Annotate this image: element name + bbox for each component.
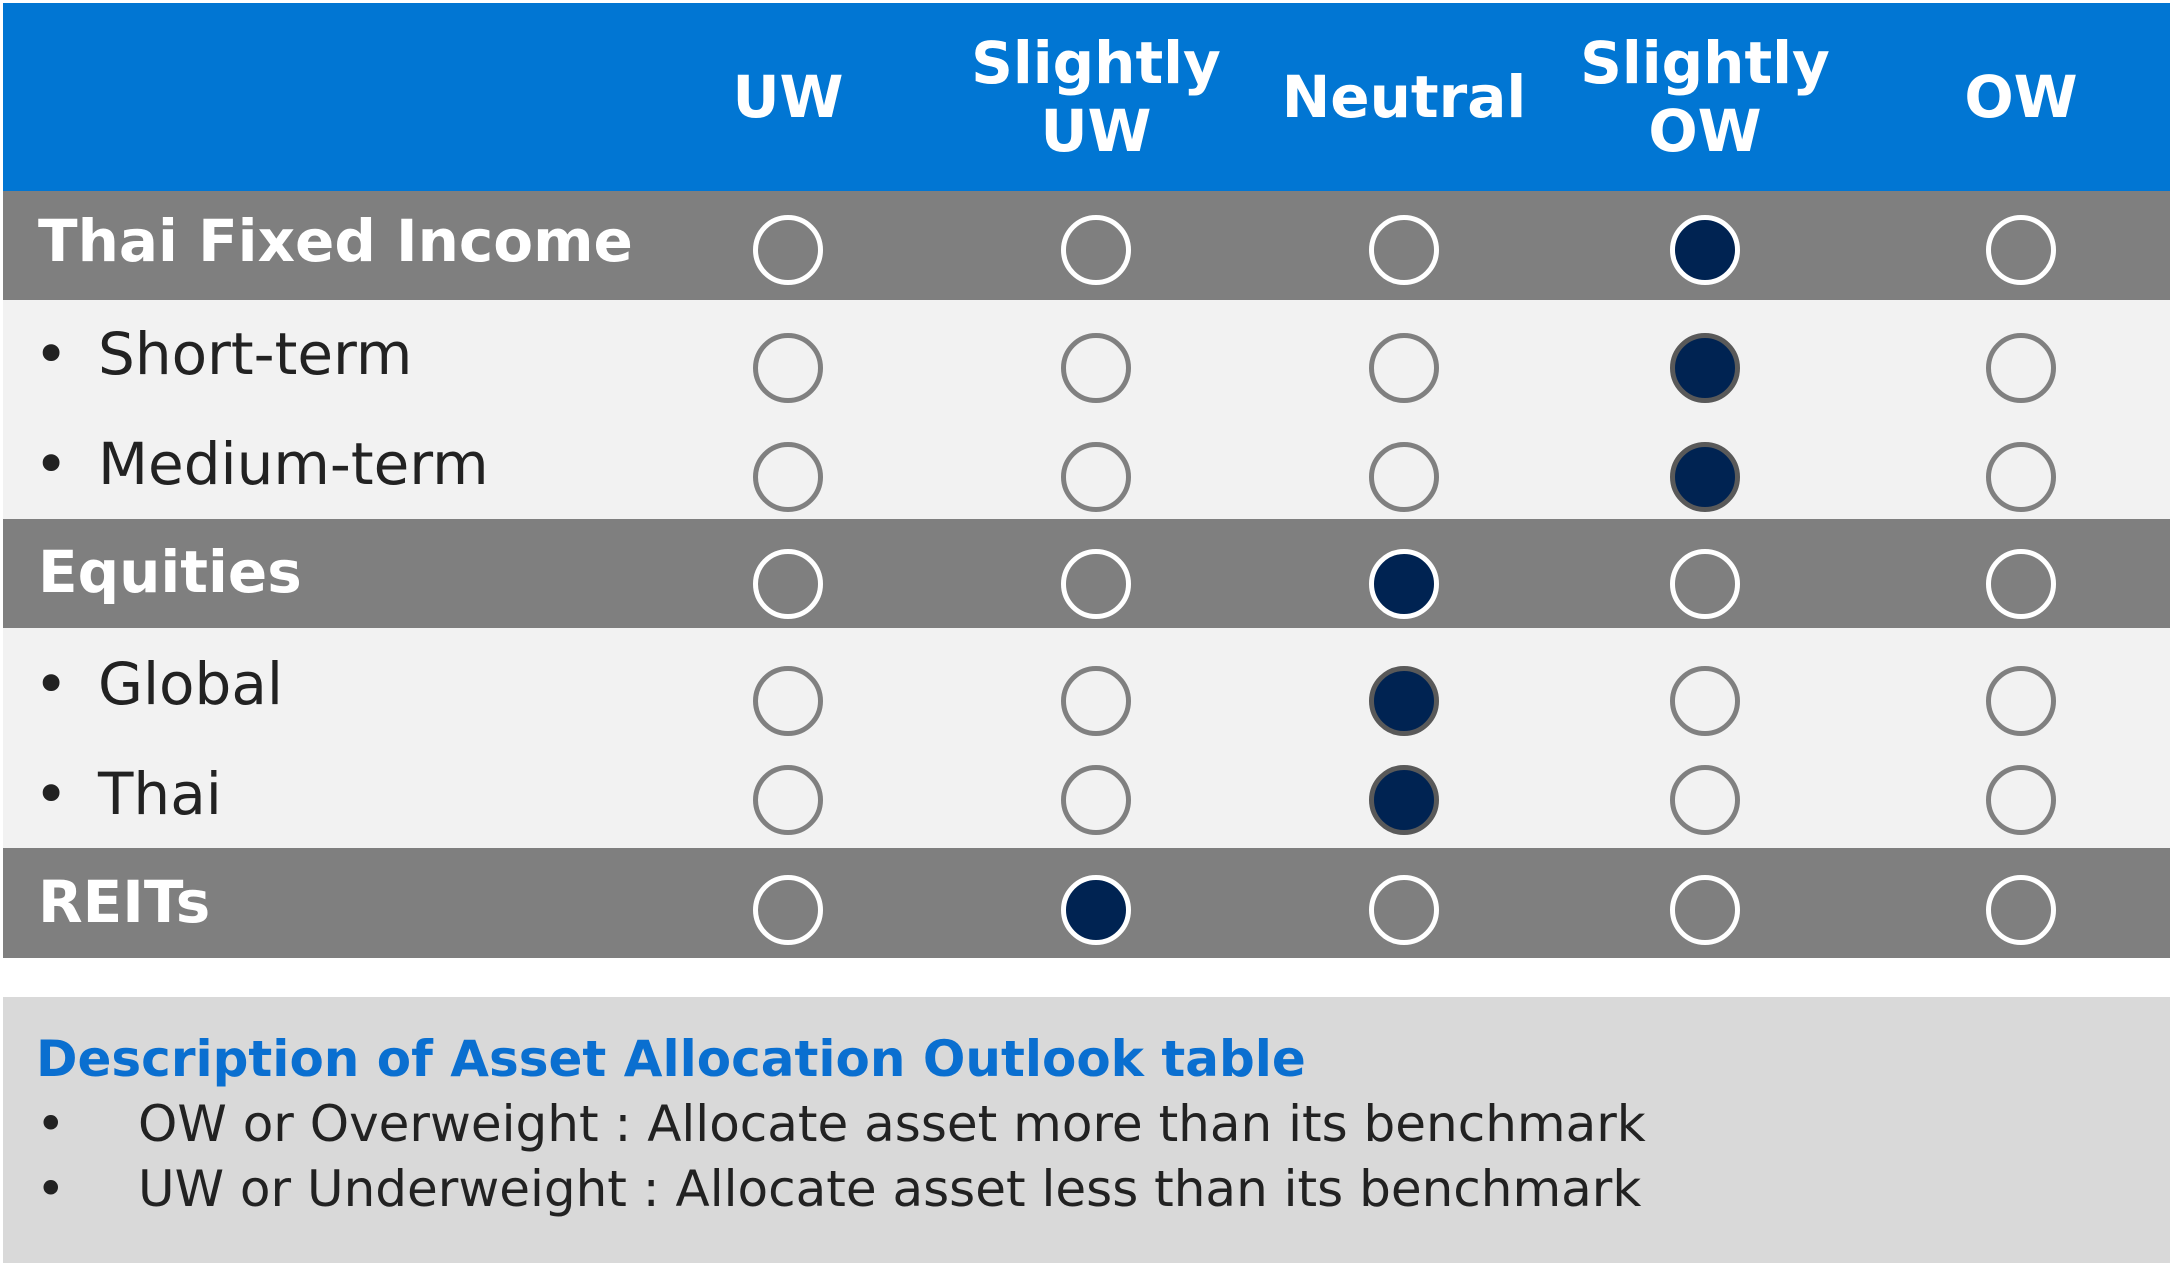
empty-circle-icon	[1986, 442, 2056, 512]
filled-circle-icon	[1061, 875, 1131, 945]
empty-circle-icon	[1986, 765, 2056, 835]
empty-circle-icon	[753, 333, 823, 403]
table-header	[3, 3, 2170, 191]
empty-circle-icon	[1369, 333, 1439, 403]
row-label: Thai	[98, 760, 222, 828]
empty-circle-icon	[753, 666, 823, 736]
bullet-icon: •	[34, 650, 69, 718]
bullet-icon: •	[34, 760, 69, 828]
row-label: Global	[98, 650, 284, 718]
empty-circle-icon	[1061, 333, 1131, 403]
empty-circle-icon	[1986, 666, 2056, 736]
filled-circle-icon	[1369, 549, 1439, 619]
column-header-slightly-uw: Slightly UW	[971, 29, 1221, 165]
empty-circle-icon	[1061, 549, 1131, 619]
legend-item-uw: UW or Underweight : Allocate asset less …	[138, 1160, 1642, 1218]
empty-circle-icon	[753, 875, 823, 945]
row-label: Medium-term	[98, 430, 489, 498]
empty-circle-icon	[1986, 549, 2056, 619]
column-header-neutral: Neutral	[1281, 63, 1527, 131]
empty-circle-icon	[753, 549, 823, 619]
empty-circle-icon	[1986, 875, 2056, 945]
empty-circle-icon	[1061, 666, 1131, 736]
filled-circle-icon	[1670, 333, 1740, 403]
filled-circle-icon	[1670, 215, 1740, 285]
empty-circle-icon	[1061, 442, 1131, 512]
row-label: Thai Fixed Income	[38, 207, 633, 275]
row-label: Short-term	[98, 320, 413, 388]
column-header-slightly-ow: Slightly OW	[1580, 29, 1830, 165]
column-header-uw: UW	[732, 63, 844, 131]
bullet-icon: •	[34, 430, 69, 498]
empty-circle-icon	[1369, 442, 1439, 512]
legend-bullet-icon: •	[36, 1095, 66, 1153]
legend-title: Description of Asset Allocation Outlook …	[36, 1030, 1306, 1088]
empty-circle-icon	[1670, 875, 1740, 945]
filled-circle-icon	[1369, 666, 1439, 736]
row-label: Equities	[38, 538, 302, 606]
filled-circle-icon	[1369, 765, 1439, 835]
legend-bullet-icon: •	[36, 1160, 66, 1218]
empty-circle-icon	[1670, 765, 1740, 835]
empty-circle-icon	[753, 215, 823, 285]
column-header-ow: OW	[1964, 63, 2078, 131]
empty-circle-icon	[1061, 215, 1131, 285]
empty-circle-icon	[753, 442, 823, 512]
legend-item-ow: OW or Overweight : Allocate asset more t…	[138, 1095, 1646, 1153]
legend-box	[3, 997, 2170, 1263]
empty-circle-icon	[1670, 666, 1740, 736]
bullet-icon: •	[34, 320, 69, 388]
empty-circle-icon	[753, 765, 823, 835]
filled-circle-icon	[1670, 442, 1740, 512]
empty-circle-icon	[1369, 875, 1439, 945]
empty-circle-icon	[1061, 765, 1131, 835]
row-label: REITs	[38, 868, 211, 936]
empty-circle-icon	[1670, 549, 1740, 619]
empty-circle-icon	[1369, 215, 1439, 285]
empty-circle-icon	[1986, 333, 2056, 403]
empty-circle-icon	[1986, 215, 2056, 285]
